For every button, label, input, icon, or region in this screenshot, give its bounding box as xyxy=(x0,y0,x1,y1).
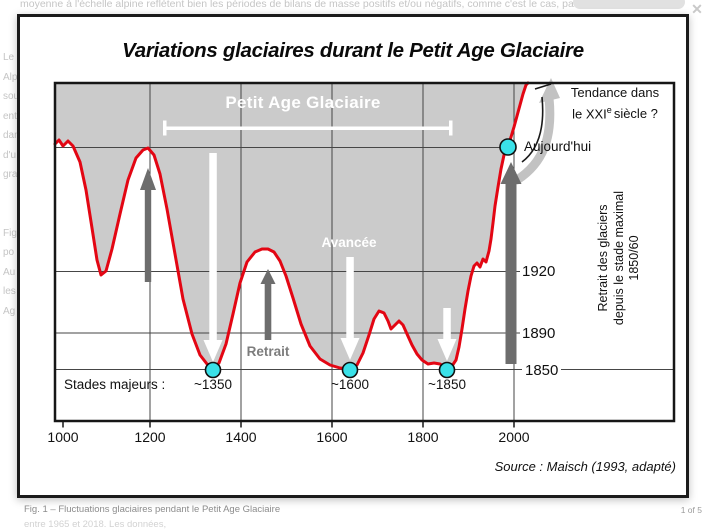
trend-line1: Tendance dans xyxy=(570,85,660,100)
advance-label: Avancée xyxy=(321,235,377,250)
y-tick-1890: 1890 xyxy=(522,325,556,342)
trend-line2: le XXIe siècle ? xyxy=(572,104,658,121)
background-document-line-bottom: entre 1965 et 2018. Les données, xyxy=(24,519,167,530)
x-tick-1200: 1200 xyxy=(134,429,166,445)
source-label: Source : Maisch (1993, adapté) xyxy=(494,459,676,474)
figure-caption: Fig. 1 – Fluctuations glaciaires pendant… xyxy=(24,504,281,515)
background-document-line: moyenne à l'échelle alpine reflètent bie… xyxy=(20,0,638,10)
x-tick-1400: 1400 xyxy=(225,429,257,445)
x-tick-1000: 1000 xyxy=(47,429,79,445)
right-axis-label: Retrait des glaciers depuis le stade max… xyxy=(596,158,644,358)
y-tick-1920: 1920 xyxy=(522,263,556,280)
stage-1850-label: ~1850 xyxy=(428,377,466,392)
retreat-label: Retrait xyxy=(246,344,290,359)
page-indicator: 1 of 5 xyxy=(680,505,702,515)
x-tick-1800: 1800 xyxy=(407,429,439,445)
today-label: Aujourd'hui xyxy=(524,139,592,154)
stage-1350-label: ~1350 xyxy=(194,377,232,392)
right-axis-line3: 1850/60 xyxy=(627,235,641,281)
x-tick-1600: 1600 xyxy=(316,429,348,445)
little-ice-age-band-label: Petit Age Glaciaire xyxy=(225,93,381,112)
major-stages-label: Stades majeurs : xyxy=(64,377,166,392)
stage-1600-label: ~1600 xyxy=(331,377,369,392)
y-tick-1850: 1850 xyxy=(522,362,562,379)
x-tick-2000: 2000 xyxy=(498,429,530,445)
dimmed-toolbar-button xyxy=(573,0,685,9)
background-document-fragments: Le Alp sou ent dan d'u gra Fig po Au les… xyxy=(3,52,20,317)
figure-title: Variations glaciaires durant le Petit Ag… xyxy=(122,39,584,62)
right-axis-line2: depuis le stade maximal xyxy=(611,190,626,326)
trend-question-label: Tendance dans le XXIe siècle ? xyxy=(556,85,674,122)
close-icon[interactable]: ✕ xyxy=(686,0,708,18)
right-axis-line1: Retrait des glaciers xyxy=(596,204,610,312)
